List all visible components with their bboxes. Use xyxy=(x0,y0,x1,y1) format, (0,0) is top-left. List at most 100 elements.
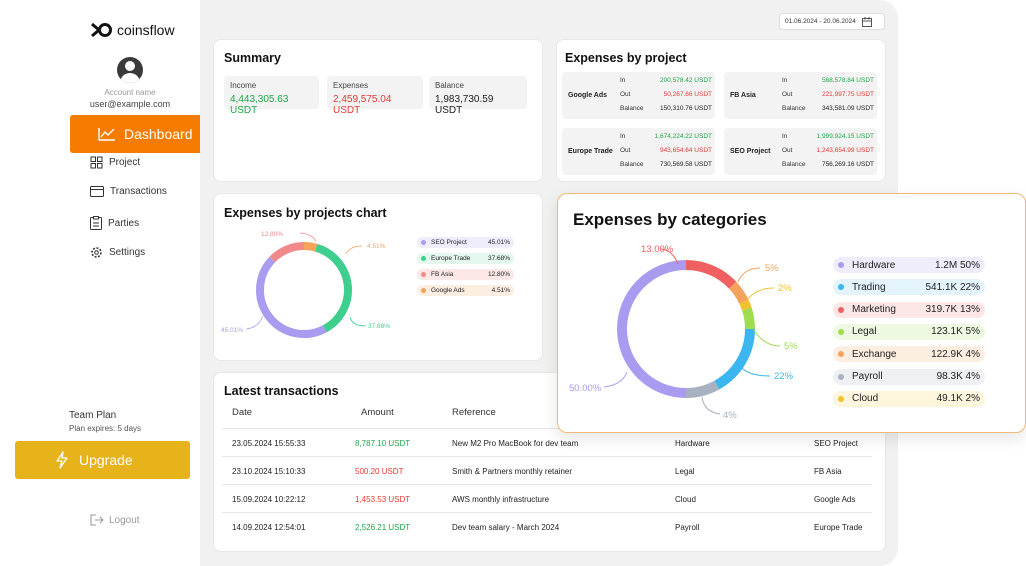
logout-button[interactable]: Logout xyxy=(90,514,140,526)
project-balance-value: 343,581.09 USDT xyxy=(821,105,874,112)
project-balance-label: Balance xyxy=(782,161,806,168)
project-out-value: 50,267.66 USDT xyxy=(663,91,712,98)
date-range-picker[interactable]: 01.06.2024 - 20.06.2024 xyxy=(779,13,885,30)
tx-project: Europe Trade xyxy=(814,523,863,532)
brand-logo[interactable]: coinsflow xyxy=(90,22,175,38)
category-legend-name: Marketing xyxy=(852,304,896,316)
expenses-box: Expenses 2,459,575.04 USDT xyxy=(327,76,423,116)
legend-name: Europe Trade xyxy=(431,255,471,262)
legend-item[interactable]: SEO Project 45.01% xyxy=(417,237,514,248)
slice-fb-asia xyxy=(269,242,305,263)
tx-category: Legal xyxy=(675,467,695,476)
project-out-value: 943,654.64 USDT xyxy=(659,147,712,154)
category-legend-item[interactable]: Legal 123.1K 5% xyxy=(833,323,985,340)
tx-project: SEO Project xyxy=(814,439,859,448)
tx-amount: 500.20 USDT xyxy=(355,467,404,476)
category-legend-value: 122.9K 4% xyxy=(931,348,980,360)
category-legend-item[interactable]: Marketing 319.7K 13% xyxy=(833,301,985,318)
category-legend-item[interactable]: Payroll 98.3K 4% xyxy=(833,368,985,385)
projects-donut-chart: 12.80% 4.51% 37.68% 45.01% xyxy=(221,231,390,338)
sidebar: coinsflow Account name user@example.com … xyxy=(0,0,245,566)
nav-project-label: Project xyxy=(109,157,141,168)
tx-category: Payroll xyxy=(675,523,700,532)
table-row[interactable]: 14.09.2024 12:54:01 2,526.21 USDT Dev team… xyxy=(222,512,872,540)
categories-donut-chart: 13.00% 5% 2% 5% 22% 4% 50.00% xyxy=(569,244,798,421)
tx-amount: 2,526.21 USDT xyxy=(355,523,411,532)
nav-transactions[interactable]: Transactions xyxy=(90,186,167,197)
nav-parties[interactable]: Parties xyxy=(90,216,139,230)
project-balance-label: Balance xyxy=(782,105,806,112)
table-row[interactable]: 15.09.2024 10:22:12 1,453.53 USDT AWS mont… xyxy=(222,484,872,512)
project-in-label: In xyxy=(620,133,626,140)
project-box[interactable]: Europe Trade In 1,674,224.22 USDT Out 943,65… xyxy=(562,128,715,175)
logout-label: Logout xyxy=(109,514,140,526)
nav-settings[interactable]: Settings xyxy=(90,246,145,259)
avatar[interactable] xyxy=(117,57,143,83)
slice-cloud xyxy=(739,299,752,311)
categories-donut-callouts: 13.00% 5% 2% 5% 22% 4% 50.00% xyxy=(569,244,798,421)
col-header-amount: Amount xyxy=(361,407,394,418)
project-name: FB Asia xyxy=(730,92,756,99)
tx-date: 23.10.2024 15:10:33 xyxy=(232,467,306,476)
category-legend-item[interactable]: Exchange 122.9K 4% xyxy=(833,346,985,363)
project-in-value: 568,578.84 USDT xyxy=(821,77,874,84)
category-legend-name: Exchange xyxy=(852,348,897,360)
expenses-by-project-title: Expenses by project xyxy=(565,51,687,65)
project-out-label: Out xyxy=(782,91,793,98)
category-legend-value: 49.1K 2% xyxy=(936,393,980,405)
project-box[interactable]: FB Asia In 568,578.84 USDT Out 221,997.75 US… xyxy=(724,72,877,119)
latest-transactions-title: Latest transactions xyxy=(224,384,339,398)
project-in-value: 1,674,224.22 USDT xyxy=(654,133,712,140)
category-legend-name: Payroll xyxy=(852,371,883,382)
legend-item[interactable]: Europe Trade 37.68% xyxy=(417,253,514,264)
nav-project[interactable]: Project xyxy=(90,156,140,169)
legend-item[interactable]: FB Asia 12.80% xyxy=(417,269,514,280)
slice-hardware xyxy=(617,260,687,398)
chart-line-icon xyxy=(98,128,115,141)
income-box: Income 4,443,305.63 USDT xyxy=(224,76,319,116)
tx-reference: Smith & Partners monthly retainer xyxy=(452,467,573,476)
balance-box: Balance 1,983,730.59 USDT xyxy=(429,76,527,116)
category-legend-value: 98.3K 4% xyxy=(936,371,980,382)
project-balance-label: Balance xyxy=(620,161,644,168)
project-in-row: In 1,999,924.15 USDT xyxy=(782,133,874,140)
project-balance-value: 150,310.76 USDT xyxy=(659,105,712,112)
legend-item[interactable]: Google Ads 4.51% xyxy=(417,285,514,296)
project-out-row: Out 1,243,654.99 USDT xyxy=(782,147,874,154)
category-legend-item[interactable]: Hardware 1.2M 50% xyxy=(833,257,985,273)
project-balance-row: Balance 730,569.58 USDT xyxy=(620,161,712,168)
col-header-date: Date xyxy=(232,407,253,418)
coinsflow-logo-icon xyxy=(91,22,112,38)
table-row[interactable]: 23.10.2024 15:10:33 500.20 USDT Smith & Pa… xyxy=(222,456,872,484)
legend-value: 45.01% xyxy=(487,239,510,246)
project-box[interactable]: SEO Project In 1,999,924.15 USDT Out 1,243,6… xyxy=(724,128,877,175)
slice-seo-project xyxy=(256,256,327,338)
legend-name: Google Ads xyxy=(431,287,465,294)
summary-card: Summary Income 4,443,305.63 USDT Expense… xyxy=(213,39,543,182)
expenses-value: 2,459,575.04 USDT xyxy=(333,94,392,116)
tx-date: 23.05.2024 15:55:33 xyxy=(232,439,306,448)
projects-chart-title: Expenses by projects chart xyxy=(224,206,387,220)
logout-icon xyxy=(90,514,104,526)
label-hardware: 50.00% xyxy=(569,383,602,394)
plan-expiry: Plan expires: 5 days xyxy=(69,424,142,433)
label-google-ads: 4.51% xyxy=(367,243,386,250)
category-legend-item[interactable]: Cloud 49.1K 2% xyxy=(833,390,985,407)
category-legend-value: 541.1K 22% xyxy=(925,281,981,293)
date-range-text: 01.06.2024 - 20.06.2024 xyxy=(785,18,856,25)
slice-marketing xyxy=(685,260,737,289)
expenses-by-categories-title: Expenses by categories xyxy=(573,210,767,229)
tx-reference: AWS monthly infrastructure xyxy=(452,495,550,504)
project-out-value: 221,997.75 USDT xyxy=(821,91,874,98)
upgrade-button[interactable]: Upgrade xyxy=(15,441,190,479)
category-legend-value: 1.2M 50% xyxy=(934,259,980,271)
slice-europe-trade xyxy=(315,243,352,333)
category-legend-item[interactable]: Trading 541.1K 22% xyxy=(833,279,985,296)
table-row[interactable]: 23.05.2024 15:55:33 8,787.10 USDT New M2 P… xyxy=(222,428,872,456)
upgrade-label: Upgrade xyxy=(79,452,133,468)
project-name: Europe Trade xyxy=(568,148,613,155)
project-box[interactable]: Google Ads In 200,578.42 USDT Out 50,267.66 … xyxy=(562,72,715,119)
balance-label: Balance xyxy=(435,81,464,90)
label-europe-trade: 37.68% xyxy=(368,323,390,330)
project-out-label: Out xyxy=(620,91,631,98)
